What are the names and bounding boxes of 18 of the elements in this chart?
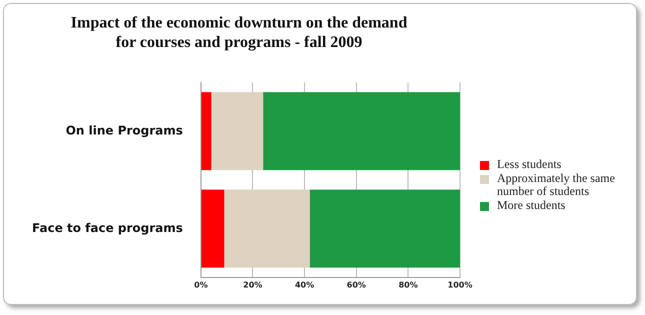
x-tick-label: 20% (243, 280, 262, 290)
legend-label: Less students (497, 157, 562, 171)
y-tick-label: On line Programs (66, 123, 183, 138)
bar (263, 92, 460, 170)
x-tick-label: 80% (398, 280, 418, 290)
x-tick-label: 40% (294, 280, 314, 290)
y-tick-label: Face to face programs (32, 220, 183, 235)
chart-title: Impact of the economic downturn on the demand for courses and programs - fall 2009 (70, 14, 408, 51)
x-tick-label: 0% (194, 280, 208, 290)
bar (224, 190, 310, 268)
bar (201, 190, 224, 268)
bar (201, 92, 212, 170)
bar (211, 92, 264, 170)
legend-label: More students (497, 198, 566, 212)
x-tick-label: 60% (346, 280, 366, 290)
bar (310, 190, 460, 268)
legend-label: Approximately the same number of students (497, 171, 616, 198)
x-tick-label: 100% (448, 280, 472, 290)
